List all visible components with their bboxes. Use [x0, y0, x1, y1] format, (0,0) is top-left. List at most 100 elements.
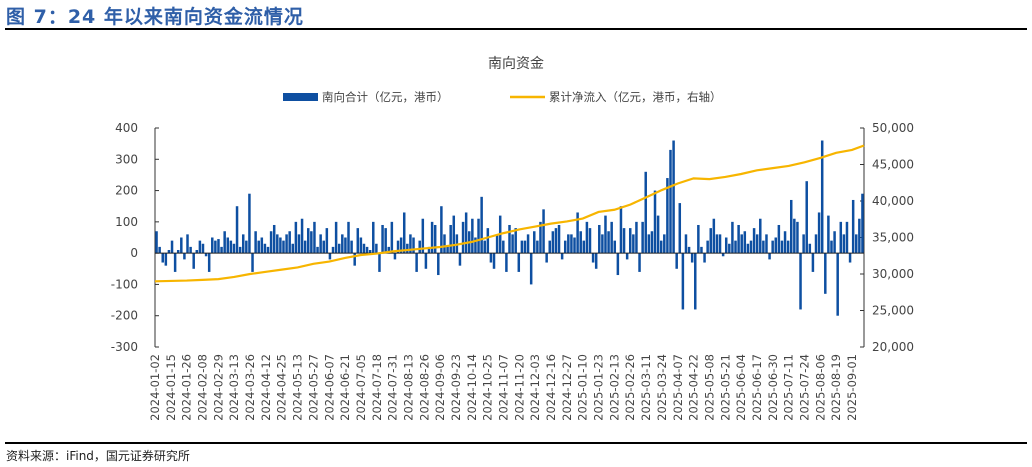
bar: [285, 234, 288, 254]
bar: [774, 237, 778, 254]
bar: [263, 243, 267, 254]
right-tick-label: 50,000: [872, 121, 914, 135]
bar: [749, 240, 753, 254]
bar: [375, 243, 378, 254]
x-tick-label: 2024-12-27: [560, 354, 574, 421]
bar: [780, 240, 784, 254]
bar: [226, 237, 230, 254]
bar: [368, 250, 372, 254]
bar: [811, 253, 815, 272]
bar: [703, 253, 706, 263]
x-tick-label: 2025-05-21: [718, 354, 732, 421]
bar: [331, 246, 335, 254]
bar: [526, 234, 530, 254]
bar: [260, 237, 264, 254]
bar: [508, 224, 511, 254]
x-tick-label: 2024-12-03: [528, 354, 542, 421]
x-tick-label: 2024-09-06: [433, 354, 447, 421]
bar: [836, 253, 839, 316]
bar: [418, 240, 421, 254]
bar: [248, 193, 251, 254]
bar: [805, 181, 808, 254]
bar: [712, 218, 716, 254]
left-tick-label: -100: [111, 277, 138, 291]
bar: [207, 253, 211, 272]
bar: [167, 250, 171, 254]
bar: [294, 221, 298, 254]
bar: [492, 253, 496, 269]
bar: [594, 253, 598, 269]
bar: [765, 234, 768, 254]
bar: [786, 240, 790, 254]
bar: [176, 250, 180, 254]
bar: [214, 240, 217, 254]
right-tick-label: 45,000: [872, 158, 914, 172]
bar: [415, 253, 418, 272]
x-tick-label: 2024-06-07: [322, 354, 336, 421]
x-tick-label: 2024-04-12: [259, 354, 273, 421]
bar: [279, 237, 282, 254]
bar: [229, 240, 233, 254]
bar: [650, 231, 654, 254]
bar: [433, 224, 437, 254]
bar: [796, 221, 799, 254]
chart-title: 南向资金: [488, 56, 544, 72]
bar: [848, 253, 852, 263]
bar: [700, 246, 703, 254]
bar: [554, 228, 558, 254]
x-tick-label: 2025-09-01: [845, 354, 859, 421]
bar: [833, 231, 836, 254]
x-tick-label: 2025-03-24: [655, 354, 669, 421]
bar: [824, 253, 827, 294]
bar: [310, 231, 313, 254]
bar: [709, 228, 712, 254]
x-tick-label: 2025-07-11: [782, 354, 796, 421]
bar: [372, 221, 375, 254]
x-tick-label: 2025-06-17: [750, 354, 764, 421]
bar: [715, 234, 719, 254]
bar: [858, 218, 861, 254]
bar: [582, 240, 586, 254]
bar: [235, 206, 239, 254]
bar: [570, 234, 573, 254]
bar: [186, 234, 189, 254]
bar: [511, 234, 514, 254]
right-tick-label: 40,000: [872, 194, 914, 208]
x-tick-label: 2024-01-26: [180, 354, 194, 421]
x-tick-label: 2024-12-16: [544, 354, 558, 421]
bar: [353, 253, 356, 266]
bar: [319, 234, 322, 254]
bar: [430, 221, 434, 254]
bar: [192, 253, 195, 269]
bar: [195, 250, 199, 254]
bar: [743, 231, 747, 254]
bar: [529, 253, 533, 285]
bar: [783, 231, 787, 254]
bar: [598, 224, 601, 254]
x-tick-label: 2024-10-14: [465, 354, 479, 421]
bar: [254, 231, 257, 254]
bar: [173, 253, 177, 272]
bar: [718, 234, 722, 254]
bar: [396, 240, 400, 254]
bar: [378, 253, 381, 272]
bar: [344, 237, 347, 254]
bar: [752, 228, 756, 254]
bar: [220, 246, 223, 254]
bar: [585, 221, 589, 254]
bar: [827, 215, 830, 254]
bar: [486, 228, 490, 254]
bar: [443, 234, 446, 254]
bar: [517, 253, 521, 272]
bar: [638, 253, 641, 272]
x-tick-label: 2024-07-31: [386, 354, 400, 421]
bar: [232, 243, 236, 254]
bar: [211, 237, 214, 254]
bar: [437, 253, 440, 276]
bar: [313, 221, 316, 254]
bar: [563, 240, 567, 254]
bar: [297, 234, 301, 254]
x-tick-label: 2025-06-30: [766, 354, 780, 421]
bar: [427, 246, 431, 254]
x-tick-label: 2024-05-13: [291, 354, 305, 421]
